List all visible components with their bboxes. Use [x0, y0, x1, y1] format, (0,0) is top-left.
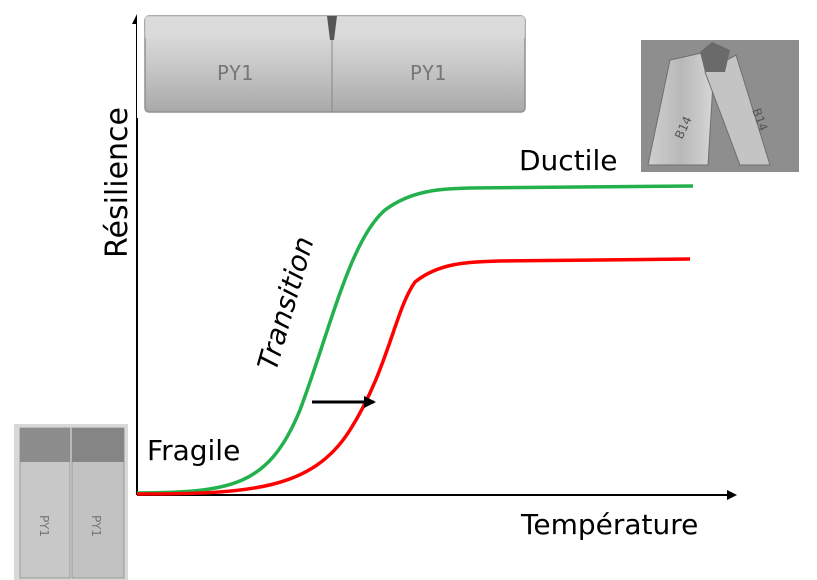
y-axis-label: Résilience — [100, 107, 135, 258]
fragile-sample-mark-left: PY1 — [37, 515, 51, 537]
fragile-specimen-photo: PY1 PY1 — [14, 424, 128, 580]
reference-curve — [136, 184, 694, 495]
x-axis-label: Température — [520, 508, 698, 541]
top-bar-mark-left: PY1 — [217, 61, 253, 85]
ductile-specimen-photo: B14 B14 — [641, 40, 799, 172]
fragile-sample-mark-right: PY1 — [89, 515, 103, 537]
top-bar-mark-right: PY1 — [410, 61, 446, 85]
shifted-curve — [136, 257, 691, 496]
transition-label: Transition — [251, 233, 321, 374]
ductile-label: Ductile — [519, 144, 617, 177]
notched-bar-specimen-photo: PY1 PY1 — [137, 0, 533, 118]
fragile-label: Fragile — [147, 434, 240, 467]
